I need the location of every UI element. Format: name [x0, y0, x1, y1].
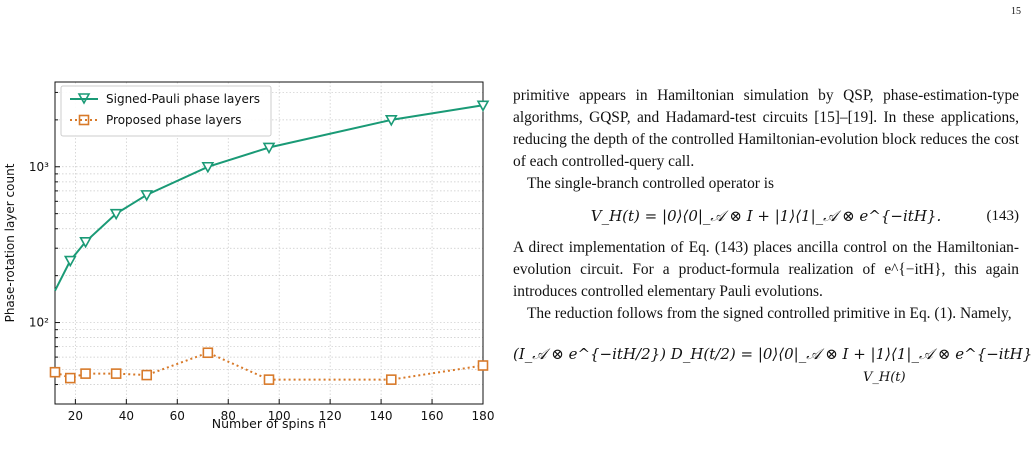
legend-marker-proposed — [78, 114, 90, 126]
legend-box — [60, 85, 272, 137]
paragraph-2: The single-branch controlled operator is — [527, 175, 775, 192]
paragraph-1: primitive appears in Hamiltonian simulat… — [513, 87, 1019, 170]
data-point-signed — [476, 100, 490, 112]
data-point-signed — [384, 115, 398, 127]
equation-143-body: V_H(t) = |0⟩⟨0|_𝒜 ⊗ I + |1⟩⟨1|_𝒜 ⊗ e^{−i… — [590, 207, 942, 225]
equation-143: V_H(t) = |0⟩⟨0|_𝒜 ⊗ I + |1⟩⟨1|_𝒜 ⊗ e^{−i… — [513, 199, 1019, 233]
legend-label-proposed: Proposed phase layers — [106, 113, 241, 127]
y-tick-label: 10³ — [29, 160, 49, 174]
data-point-proposed — [141, 369, 153, 381]
x-tick-label: 120 — [319, 409, 342, 423]
x-tick-label: 140 — [370, 409, 393, 423]
equation-signed-underbrace-label: V_H(t) — [863, 370, 906, 385]
paragraph-3: A direct implementation of Eq. (143) pla… — [513, 239, 1019, 300]
y-axis-label: Phase-rotation layer count — [3, 163, 17, 322]
x-tick-label: 180 — [472, 409, 495, 423]
figure-chart: 20 40 60 80 100 120 140 160 180 10² 10³ Number of … — [3, 81, 495, 430]
equation-signed-body: (I_𝒜 ⊗ e^{−itH/2}) D_H(t/2) = |0⟩⟨0|_𝒜 ⊗… — [513, 345, 1033, 363]
data-point-proposed — [477, 360, 489, 371]
data-point-proposed — [385, 374, 397, 385]
data-point-signed — [201, 161, 215, 174]
series-layer — [49, 100, 490, 385]
data-point-signed — [63, 255, 77, 268]
data-point-proposed — [110, 368, 122, 379]
equation-143-number: (143) — [986, 208, 1020, 224]
x-axis-label: Number of spins n — [212, 416, 326, 430]
page-number: 15 — [1011, 6, 1021, 17]
data-point-proposed — [64, 372, 76, 384]
data-point-signed — [140, 190, 154, 202]
x-tick-label: 20 — [68, 409, 83, 423]
plot-frame — [54, 81, 484, 405]
legend-marker-signed — [77, 93, 91, 105]
x-tick-label: 40 — [119, 409, 134, 423]
text-column: primitive appears in Hamiltonian simulat… — [513, 85, 1032, 385]
data-point-signed — [262, 142, 276, 155]
x-tick-label: 160 — [421, 409, 444, 423]
data-point-signed — [79, 236, 92, 249]
x-tick-label: 100 — [268, 409, 291, 423]
data-point-proposed — [202, 347, 214, 359]
data-point-proposed — [263, 374, 275, 385]
x-tick-label: 80 — [221, 409, 236, 423]
paragraph-4: The reduction follows from the signed co… — [527, 305, 1012, 322]
data-point-signed — [109, 208, 123, 221]
data-point-proposed — [80, 368, 91, 379]
equation-signed-primitive: (I_𝒜 ⊗ e^{−itH/2}) D_H(t/2) = |0⟩⟨0|_𝒜 ⊗… — [513, 333, 1032, 385]
x-tick-label: 60 — [170, 409, 185, 423]
legend: Signed-Pauli phase layers Proposed phase… — [60, 85, 272, 137]
axis-ticks: 20 40 60 80 100 120 140 160 180 10² 10³ — [29, 91, 495, 423]
legend-label-signed: Signed-Pauli phase layers — [106, 92, 260, 106]
data-point-proposed — [49, 366, 61, 378]
y-tick-label: 10² — [29, 316, 49, 330]
